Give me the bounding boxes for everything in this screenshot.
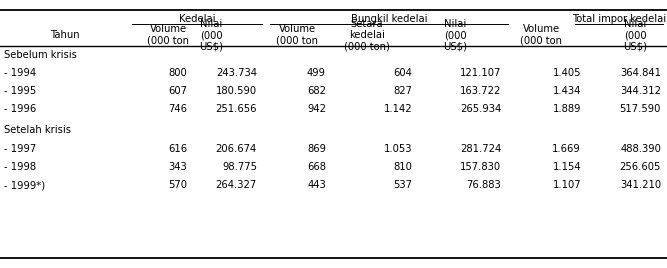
Text: 1.053: 1.053 [384, 144, 412, 154]
Text: - 1999*): - 1999*) [4, 180, 45, 190]
Text: 157.830: 157.830 [460, 162, 501, 172]
Text: Tahun: Tahun [50, 30, 80, 40]
Text: - 1998: - 1998 [4, 162, 36, 172]
Text: Sebelum krisis: Sebelum krisis [4, 50, 77, 60]
Text: - 1997: - 1997 [4, 144, 36, 154]
Text: 537: 537 [393, 180, 412, 190]
Text: 869: 869 [307, 144, 326, 154]
Text: Nilai
(000
US$): Nilai (000 US$) [623, 19, 647, 51]
Text: 98.775: 98.775 [222, 162, 257, 172]
Text: 180.590: 180.590 [216, 86, 257, 96]
Text: 206.674: 206.674 [215, 144, 257, 154]
Text: 265.934: 265.934 [460, 104, 501, 114]
Text: 570: 570 [168, 180, 187, 190]
Text: 443: 443 [307, 180, 326, 190]
Text: 281.724: 281.724 [460, 144, 501, 154]
Text: 251.656: 251.656 [215, 104, 257, 114]
Text: 264.327: 264.327 [215, 180, 257, 190]
Text: 1.405: 1.405 [552, 68, 581, 78]
Text: 800: 800 [168, 68, 187, 78]
Text: 1.107: 1.107 [552, 180, 581, 190]
Text: 343: 343 [168, 162, 187, 172]
Text: 243.734: 243.734 [216, 68, 257, 78]
Text: 1.889: 1.889 [552, 104, 581, 114]
Text: Volume
(000 ton: Volume (000 ton [520, 24, 562, 46]
Text: 1.434: 1.434 [553, 86, 581, 96]
Text: Bungkil kedelai: Bungkil kedelai [351, 14, 428, 24]
Text: 1.142: 1.142 [384, 104, 412, 114]
Text: 1.154: 1.154 [552, 162, 581, 172]
Text: 604: 604 [393, 68, 412, 78]
Text: 942: 942 [307, 104, 326, 114]
Text: 1.669: 1.669 [552, 144, 581, 154]
Text: 344.312: 344.312 [620, 86, 661, 96]
Text: 746: 746 [168, 104, 187, 114]
Text: 499: 499 [307, 68, 326, 78]
Text: 607: 607 [168, 86, 187, 96]
Text: 163.722: 163.722 [460, 86, 501, 96]
Text: 341.210: 341.210 [620, 180, 661, 190]
Text: Volume
(000 ton: Volume (000 ton [147, 24, 189, 46]
Text: 616: 616 [168, 144, 187, 154]
Text: Total impor kedelai: Total impor kedelai [572, 14, 666, 24]
Text: - 1996: - 1996 [4, 104, 36, 114]
Text: 256.605: 256.605 [620, 162, 661, 172]
Text: 810: 810 [393, 162, 412, 172]
Text: - 1994: - 1994 [4, 68, 36, 78]
Text: Nilai
(000
US$): Nilai (000 US$) [443, 19, 467, 51]
Text: 121.107: 121.107 [460, 68, 501, 78]
Text: Volume
(000 ton: Volume (000 ton [276, 24, 318, 46]
Text: 517.590: 517.590 [620, 104, 661, 114]
Text: Setelah krisis: Setelah krisis [4, 125, 71, 135]
Text: 76.883: 76.883 [466, 180, 501, 190]
Text: 488.390: 488.390 [620, 144, 661, 154]
Text: Setara
kedelai
(000 ton): Setara kedelai (000 ton) [344, 19, 390, 51]
Text: Nilai
(000
US$): Nilai (000 US$) [199, 19, 223, 51]
Text: 364.841: 364.841 [620, 68, 661, 78]
Text: - 1995: - 1995 [4, 86, 36, 96]
Text: 668: 668 [307, 162, 326, 172]
Text: Kedelai: Kedelai [179, 14, 215, 24]
Text: 827: 827 [393, 86, 412, 96]
Text: 682: 682 [307, 86, 326, 96]
